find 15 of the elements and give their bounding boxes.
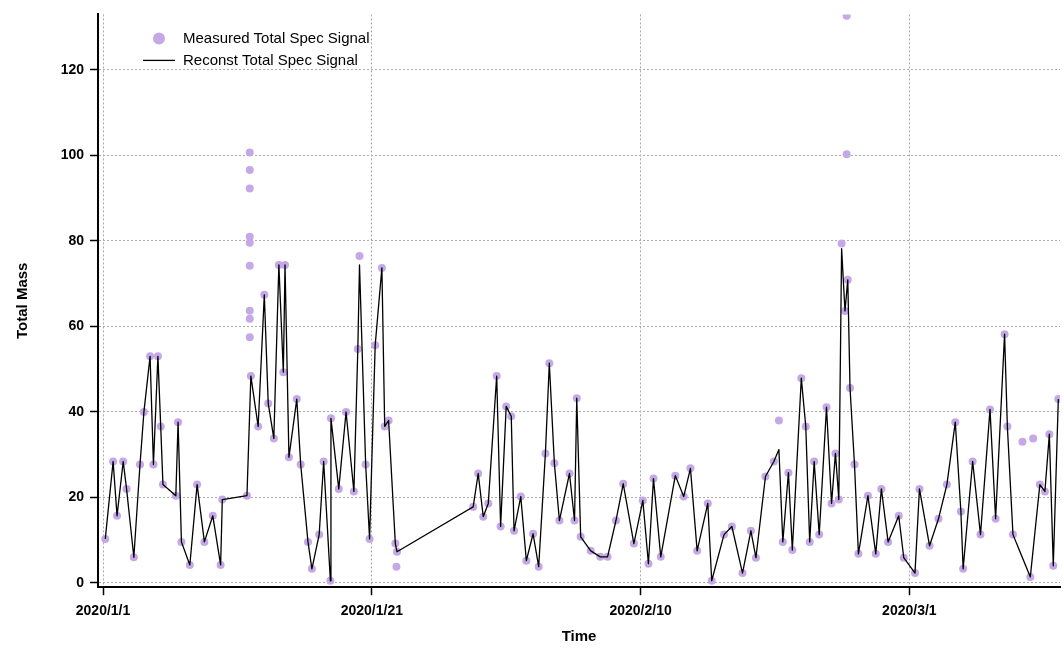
y-tick-label: 40 bbox=[68, 402, 85, 419]
y-tick-label: 60 bbox=[68, 317, 85, 334]
x-tick-label: 2020/2/10 bbox=[609, 602, 672, 619]
y-tick-label: 120 bbox=[60, 60, 85, 77]
legend-label: Reconst Total Spec Signal bbox=[183, 50, 358, 68]
x-tick-label: 2020/1/21 bbox=[340, 602, 404, 619]
y-tick-label: 100 bbox=[60, 146, 85, 163]
x-axis-title: Time bbox=[561, 627, 597, 645]
y-tick-label: 20 bbox=[68, 488, 85, 505]
legend-label: Measured Total Spec Signal bbox=[183, 28, 370, 46]
x-tick-label: 2020/1/1 bbox=[75, 602, 131, 619]
x-tick-label: 2020/3/1 bbox=[882, 602, 937, 619]
y-tick-label: 0 bbox=[76, 573, 85, 590]
y-axis-title: Total Mass bbox=[13, 262, 31, 339]
y-tick-label: 80 bbox=[68, 231, 85, 248]
